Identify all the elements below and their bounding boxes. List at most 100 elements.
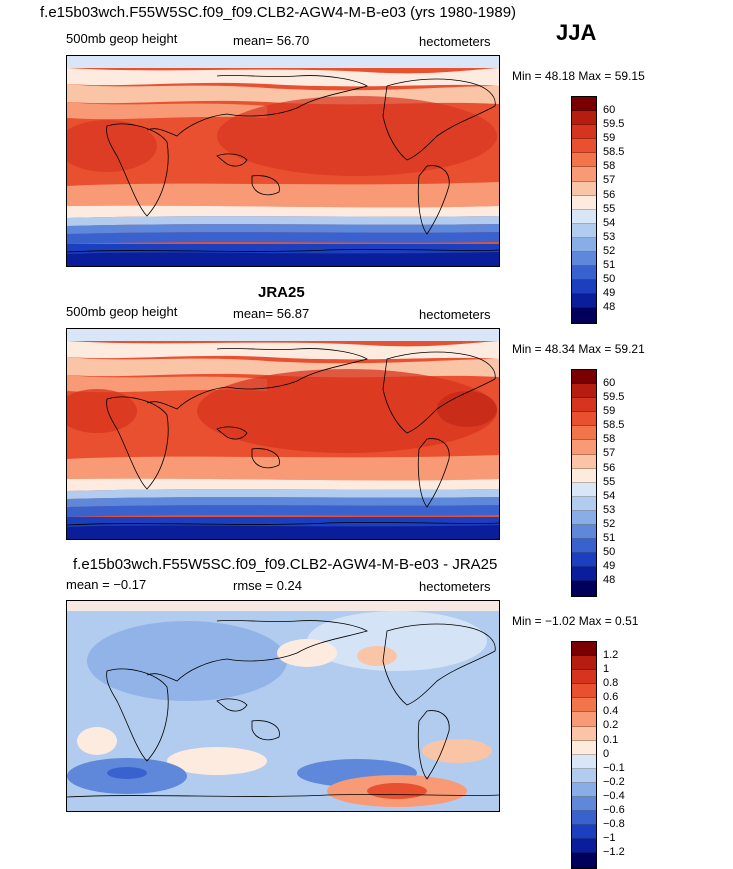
panel3-units: hectometers	[419, 579, 491, 594]
colorbar-swatch	[572, 223, 596, 238]
panel2-mean: mean= 56.87	[233, 306, 310, 321]
colorbar-swatch	[572, 642, 596, 657]
colorbar-label: 49	[603, 560, 616, 573]
colorbar-label: 0.8	[603, 677, 619, 690]
colorbar-swatch	[572, 698, 596, 713]
colorbar-swatch	[572, 167, 596, 182]
colorbar-label: 53	[603, 230, 616, 243]
colorbar-swatch	[572, 496, 596, 511]
panel2-title: JRA25	[258, 284, 305, 301]
panel2-map	[66, 328, 500, 540]
colorbar-label: 58.5	[603, 146, 625, 159]
colorbar-label: 55	[603, 202, 616, 215]
colorbar-swatch	[572, 510, 596, 526]
colorbar-label: 51	[603, 532, 616, 545]
colorbar-label: 50	[603, 273, 616, 286]
colorbar-swatch	[572, 440, 596, 455]
colorbar-label: 55	[603, 475, 616, 488]
colorbar-label: 50	[603, 546, 616, 559]
colorbar-swatch	[572, 153, 596, 168]
colorbar-label: 53	[603, 503, 616, 516]
panel3-minmax: Min = −1.02 Max = 0.51	[512, 614, 639, 628]
colorbar-swatch	[572, 412, 596, 427]
colorbar-swatch	[572, 567, 596, 582]
panel3-mean: mean = −0.17	[66, 577, 147, 592]
colorbar-label: 49	[603, 287, 616, 300]
panel1-colorbar	[571, 96, 597, 324]
colorbar-swatch	[572, 670, 596, 685]
colorbar-swatch	[572, 294, 596, 309]
panel1-minmax: Min = 48.18 Max = 59.15	[512, 69, 645, 83]
colorbar-swatch	[572, 111, 596, 126]
colorbar-swatch	[572, 398, 596, 413]
colorbar-swatch	[572, 280, 596, 295]
colorbar-label: −0.8	[603, 818, 625, 831]
panel1-colorbar-labels: 60 59.5 59 58.5 58 57 56 55 54 53 52 51 …	[603, 104, 625, 321]
colorbar-swatch	[572, 370, 596, 385]
colorbar-swatch	[572, 712, 596, 727]
colorbar-label: 52	[603, 517, 616, 530]
colorbar-swatch	[572, 726, 596, 741]
colorbar-swatch	[572, 237, 596, 253]
colorbar-label: 0	[603, 747, 610, 760]
panel2-minmax: Min = 48.34 Max = 59.21	[512, 342, 645, 356]
colorbar-swatch	[572, 482, 596, 497]
colorbar-label: 59	[603, 405, 616, 418]
colorbar-swatch	[572, 426, 596, 441]
colorbar-swatch	[572, 825, 596, 840]
colorbar-label: 54	[603, 489, 616, 502]
panel2-variable: 500mb geop height	[66, 304, 178, 319]
colorbar-swatch	[572, 209, 596, 224]
colorbar-swatch	[572, 125, 596, 140]
colorbar-label: −0.4	[603, 789, 625, 802]
colorbar-swatch	[572, 252, 596, 267]
colorbar-swatch	[572, 139, 596, 154]
colorbar-label: 57	[603, 174, 616, 187]
colorbar-label: 51	[603, 259, 616, 272]
panel1-mean: mean= 56.70	[233, 33, 310, 48]
colorbar-label: 1.2	[603, 649, 619, 661]
colorbar-swatch	[572, 195, 596, 210]
colorbar-label: 59	[603, 132, 616, 145]
colorbar-label: 48	[603, 574, 616, 587]
colorbar-label: 60	[603, 377, 616, 389]
panel3-colorbar	[571, 641, 597, 869]
panel1-units: hectometers	[419, 34, 491, 49]
colorbar-label: 59.5	[603, 118, 625, 131]
colorbar-label: 0.4	[603, 705, 619, 718]
panel1-title: f.e15b03wch.F55W5SC.f09_f09.CLB2-AGW4-M-…	[40, 4, 517, 21]
colorbar-label: 0.2	[603, 719, 619, 732]
colorbar-label: −0.2	[603, 775, 625, 788]
colorbar-label: 0.6	[603, 691, 619, 704]
colorbar-swatch	[572, 97, 596, 112]
colorbar-label: 54	[603, 216, 616, 229]
colorbar-swatch	[572, 468, 596, 483]
colorbar-swatch	[572, 384, 596, 399]
colorbar-swatch	[572, 539, 596, 554]
panel3-colorbar-labels: 1.2 1 0.8 0.6 0.4 0.2 0.1 0 −0.1 −0.2 −0…	[603, 649, 625, 866]
colorbar-swatch	[572, 656, 596, 671]
colorbar-swatch	[572, 181, 596, 196]
panel3-rmse: rmse = 0.24	[233, 578, 303, 593]
panel2-units: hectometers	[419, 307, 491, 322]
colorbar-label: 48	[603, 301, 616, 314]
season-label: JJA	[556, 20, 597, 45]
colorbar-label: 60	[603, 104, 616, 116]
colorbar-swatch	[572, 740, 596, 755]
colorbar-label: −1.2	[603, 846, 625, 859]
colorbar-label: 0.1	[603, 733, 619, 746]
colorbar-swatch	[572, 581, 596, 596]
colorbar-label: 56	[603, 188, 616, 201]
colorbar-swatch	[572, 525, 596, 540]
colorbar-swatch	[572, 684, 596, 699]
colorbar-label: 58	[603, 160, 616, 173]
panel3-title: f.e15b03wch.F55W5SC.f09_f09.CLB2-AGW4-M-…	[73, 556, 498, 573]
colorbar-label: 58.5	[603, 419, 625, 432]
colorbar-label: 56	[603, 461, 616, 474]
colorbar-label: 57	[603, 447, 616, 460]
colorbar-swatch	[572, 797, 596, 812]
panel3-map	[66, 600, 500, 812]
colorbar-swatch	[572, 839, 596, 854]
colorbar-swatch	[572, 754, 596, 769]
colorbar-swatch	[572, 308, 596, 323]
